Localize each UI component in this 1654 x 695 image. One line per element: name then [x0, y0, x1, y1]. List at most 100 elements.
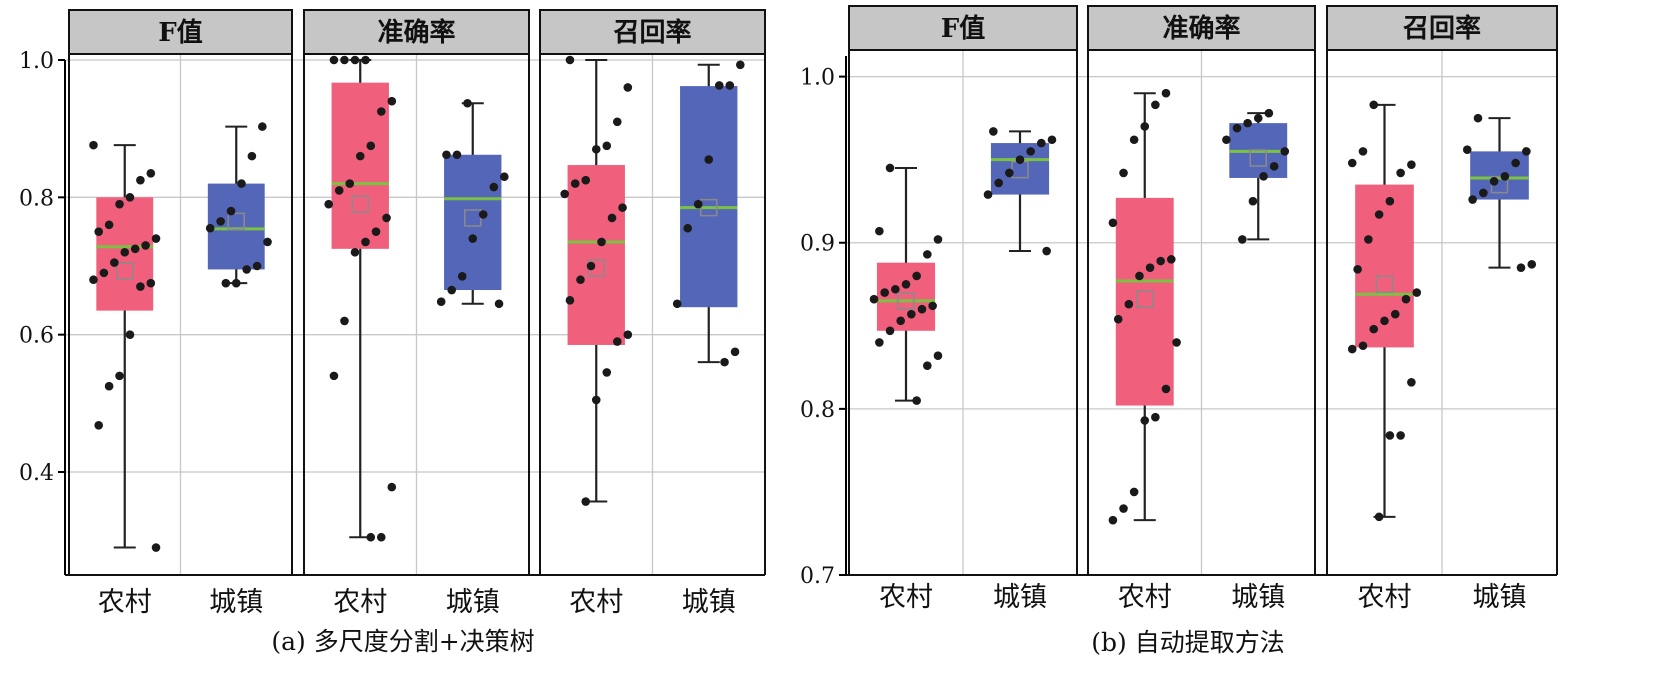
data-point — [1151, 412, 1160, 422]
y-tick-label: 1.0 — [800, 66, 835, 91]
facet-title: 召回率 — [613, 17, 691, 48]
data-point — [94, 227, 103, 236]
data-point — [1489, 176, 1499, 186]
data-point — [489, 182, 499, 192]
data-point — [1374, 210, 1384, 219]
data-point — [376, 532, 386, 542]
data-point — [1358, 147, 1368, 156]
facet-strip — [303, 9, 530, 55]
data-point — [880, 288, 889, 297]
data-point — [560, 189, 569, 199]
facet-title: 准确率 — [377, 17, 455, 48]
box-urban — [207, 183, 265, 270]
data-point — [371, 227, 381, 236]
data-point — [1238, 235, 1247, 244]
data-point — [115, 371, 124, 381]
data-point — [907, 309, 916, 319]
data-point — [340, 316, 349, 326]
data-point — [94, 421, 103, 430]
data-point — [1380, 316, 1389, 326]
data-point — [1140, 122, 1150, 131]
data-point — [591, 144, 601, 154]
data-point — [1374, 512, 1384, 522]
data-point — [221, 278, 231, 288]
facet-title: F值 — [158, 18, 202, 48]
facet-strip — [1326, 5, 1558, 51]
box-urban — [444, 154, 502, 291]
data-point — [452, 150, 462, 160]
data-point — [345, 179, 355, 188]
y-tick-label: 0.4 — [19, 461, 54, 486]
data-point — [237, 179, 246, 188]
data-point — [933, 351, 943, 361]
data-point — [1156, 256, 1165, 266]
mean-marker — [351, 195, 369, 213]
data-point — [141, 241, 150, 250]
data-point — [1108, 515, 1118, 525]
x-category-label: 城镇 — [1473, 582, 1527, 613]
data-point — [104, 220, 114, 230]
data-point — [1385, 196, 1395, 206]
data-point — [1280, 147, 1290, 156]
data-point — [623, 330, 633, 339]
data-point — [1369, 100, 1379, 110]
facet-strip — [539, 9, 766, 55]
data-point — [463, 98, 472, 108]
data-point — [1015, 155, 1025, 164]
data-point — [1232, 123, 1242, 133]
data-point — [896, 316, 905, 326]
data-point — [376, 107, 386, 116]
data-point — [151, 543, 161, 552]
data-point — [576, 275, 585, 285]
data-point — [216, 217, 225, 226]
data-point — [1468, 195, 1477, 204]
data-point — [581, 175, 591, 185]
data-point — [1385, 431, 1395, 440]
data-point — [923, 361, 932, 370]
data-point — [329, 371, 339, 381]
data-point — [387, 482, 397, 492]
facet-strip — [1087, 5, 1316, 51]
data-point — [994, 178, 1003, 188]
data-point — [1412, 288, 1422, 297]
data-point — [891, 284, 900, 294]
data-point — [602, 368, 612, 377]
data-point — [205, 223, 215, 233]
data-point — [1243, 118, 1252, 128]
facet-title: 准确率 — [1162, 13, 1240, 44]
data-point — [1119, 504, 1128, 513]
data-point — [720, 357, 729, 367]
data-point — [1253, 113, 1263, 123]
data-point — [1140, 416, 1150, 425]
x-category-label: 农村 — [879, 582, 933, 613]
data-point — [1037, 138, 1046, 148]
data-point — [912, 396, 921, 405]
data-point — [99, 268, 109, 278]
data-point — [1145, 263, 1155, 272]
data-point — [1119, 168, 1128, 178]
facet-title: 召回率 — [1403, 13, 1481, 44]
data-point — [736, 60, 745, 70]
x-category-label: 农村 — [1358, 582, 1412, 613]
data-point — [1042, 246, 1051, 256]
data-point — [917, 304, 927, 314]
data-point — [366, 532, 376, 542]
data-point — [387, 96, 397, 106]
data-point — [602, 141, 612, 151]
data-point — [869, 294, 879, 304]
facet-strip — [848, 5, 1078, 51]
y-tick-label: 0.9 — [800, 232, 835, 257]
data-point — [983, 190, 993, 199]
mean-marker — [227, 212, 245, 231]
data-point — [1407, 160, 1416, 169]
data-point — [1151, 100, 1160, 110]
data-point — [618, 203, 627, 212]
data-point — [136, 282, 145, 291]
data-point — [672, 299, 682, 309]
data-point — [1396, 168, 1405, 178]
data-point — [1516, 263, 1526, 272]
data-point — [1462, 145, 1472, 155]
data-point — [928, 301, 937, 311]
data-point — [623, 83, 633, 92]
figure-caption: (a) 多尺度分割+决策树 — [271, 627, 534, 656]
